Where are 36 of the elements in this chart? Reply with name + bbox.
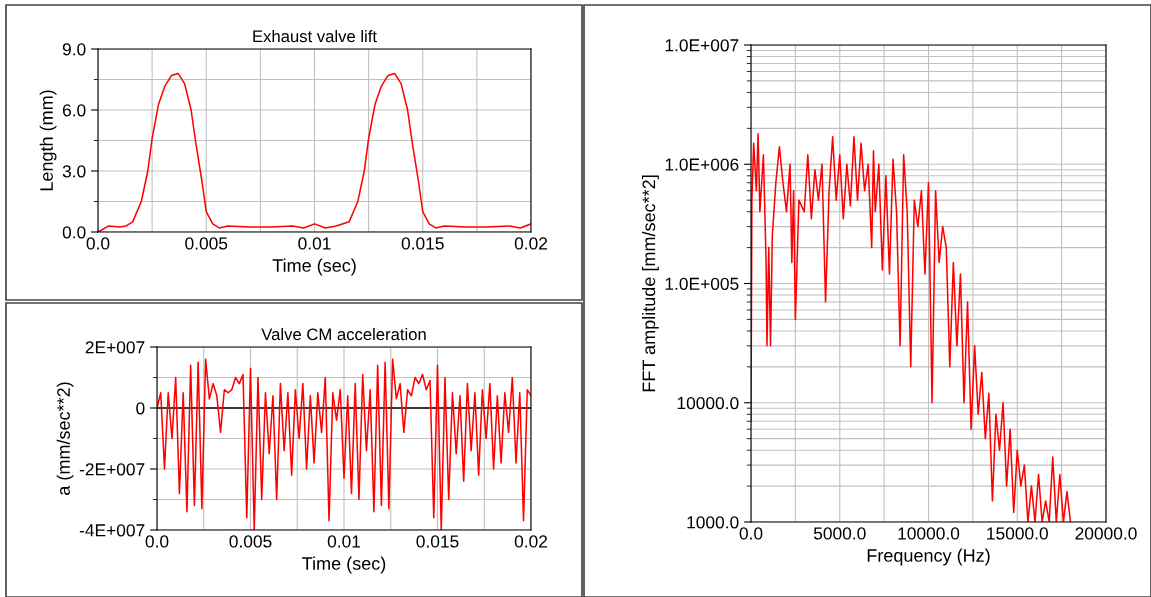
- x-tick-label: 0.015: [401, 237, 444, 250]
- y-axis-title: Length (mm): [39, 90, 57, 191]
- x-tick-label: 0.0: [145, 535, 169, 548]
- x-tick-label: 20000.0: [1075, 527, 1137, 540]
- chart-title: Valve CM acceleration: [261, 327, 426, 341]
- x-tick-label: 0.005: [229, 535, 272, 548]
- x-axis-title: Time (sec): [302, 556, 386, 574]
- x-tick-label: 0.0: [739, 527, 763, 540]
- y-tick-label: 1.0E+005: [665, 277, 739, 290]
- y-axis-title: a (mm/sec**2): [56, 382, 74, 495]
- y-axis-title: FFT amplitude [mm/sec**2]: [641, 175, 659, 392]
- x-tick-label: 0.02: [514, 237, 548, 250]
- y-tick-label: 0.0: [62, 226, 86, 239]
- y-tick-label: 2E+007: [85, 341, 145, 354]
- y-tick-label: 0: [136, 402, 145, 415]
- x-tick-label: 0.02: [514, 535, 548, 548]
- chart-title: Exhaust valve lift: [253, 29, 377, 43]
- x-tick-label: 5000.0: [813, 527, 866, 540]
- y-tick-label: 1.0E+006: [665, 158, 739, 171]
- x-tick-label: 0.015: [416, 535, 459, 548]
- x-tick-label: 0.01: [298, 237, 331, 250]
- y-tick-label: 6.0: [62, 104, 86, 117]
- y-tick-label: -4E+007: [79, 524, 145, 537]
- line-series: [751, 133, 1072, 522]
- y-tick-label: 9.0: [62, 43, 86, 56]
- x-tick-label: 10000.0: [898, 527, 960, 540]
- x-axis-title: Frequency (Hz): [867, 548, 990, 566]
- y-tick-label: 1.0E+007: [665, 39, 739, 52]
- x-axis-title: Time (sec): [272, 258, 356, 276]
- y-tick-label: 3.0: [62, 165, 86, 178]
- y-tick-label: -2E+007: [79, 463, 145, 476]
- x-tick-label: 15000.0: [987, 527, 1048, 540]
- y-tick-label: 1000.0: [687, 516, 739, 529]
- x-tick-label: 0.005: [185, 237, 228, 250]
- y-tick-label: 10000.0: [677, 396, 739, 410]
- x-tick-label: 0.01: [327, 535, 361, 548]
